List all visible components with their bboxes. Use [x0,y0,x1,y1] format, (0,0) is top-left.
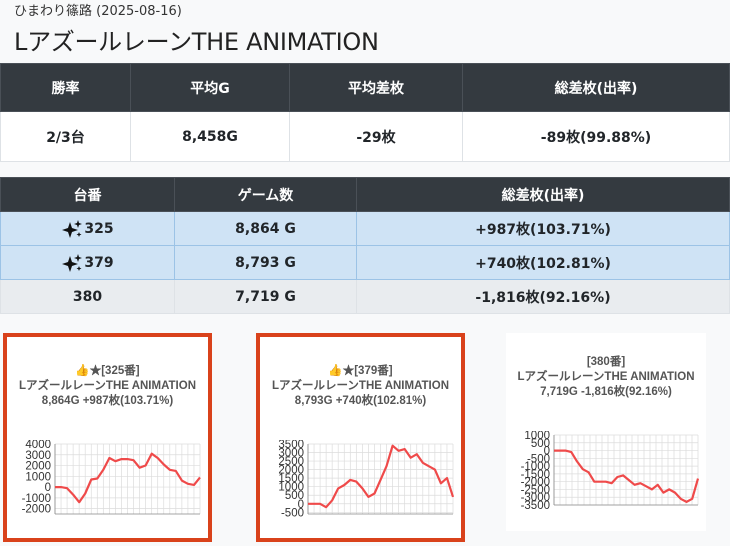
machines-header-games: ゲーム数 [174,177,357,212]
machine-games: 7,719 G [174,279,357,314]
y-tick-label: 500 [285,490,304,502]
chart-title-model: LアズールレーンTHE ANIMATION [517,371,695,383]
machine-games: 8,864 G [174,211,357,246]
summary-header-total-diff: 総差枚(出率) [462,63,730,112]
series-line [308,444,455,509]
y-tick-label: -2000 [521,477,550,489]
y-tick-label: 4000 [25,440,51,451]
y-tick-label: 500 [531,438,550,450]
table-row[interactable]: 380 7,719 G -1,816枚(92.16%) [0,279,730,314]
y-tick-label: 0 [298,499,304,511]
y-tick-label: 3500 [278,440,304,451]
machine-number: 380 [72,288,103,305]
y-tick-label: -3500 [521,500,550,511]
chart-title-stats: 8,864G +987枚(103.71%) [41,395,174,407]
chart-title-stats: 8,793G +740枚(102.81%) [294,395,427,407]
y-tick-label: 2000 [25,461,51,473]
y-tick-label: -2000 [22,504,51,516]
y-tick-label: 2500 [278,456,304,468]
summary-header-avg-games: 平均G [130,63,290,112]
machines-header-number: 台番 [0,177,175,212]
chart-title-stats: 7,719G -1,816枚(92.16%) [540,386,672,398]
chart-title-machine: 👍★[379番] [328,365,393,377]
summary-avg-diff: -29枚 [289,111,463,162]
y-tick-label: 3000 [278,448,304,460]
machine-number-cell[interactable]: 325 [0,211,175,246]
summary-avg-games: 8,458G [130,111,290,162]
y-tick-label: 1000 [25,471,51,483]
machine-number-cell[interactable]: 380 [0,279,175,314]
y-tick-label: 0 [544,446,550,458]
y-tick-label: -500 [527,453,550,465]
y-tick-label: 0 [45,482,51,494]
machine-diff: +987枚(103.71%) [356,211,730,246]
summary-header-avg-diff: 平均差枚 [289,63,463,112]
machine-diff: +740枚(102.81%) [356,245,730,280]
y-tick-label: 1000 [278,482,304,494]
summary-table: 勝率 平均G 平均差枚 総差枚(出率) 2/3台 8,458G -29枚 -89… [0,63,730,162]
y-tick-label: 2000 [278,465,304,477]
chart-header: [380番] LアズールレーンTHE ANIMATION 7,719G -1,8… [506,355,706,400]
summary-total-diff: -89枚(99.88%) [462,111,730,162]
summary-header-winrate: 勝率 [0,63,131,112]
machines-table: 台番 ゲーム数 総差枚(出率) 325 8,864 G +987枚(103.71… [0,177,730,314]
table-row[interactable]: 325 8,864 G +987枚(103.71%) [0,211,730,246]
chart-title-machine: 👍★[325番] [75,365,140,377]
y-tick-label: 3000 [25,450,51,462]
series-line [55,452,201,504]
table-row[interactable]: 379 8,793 G +740枚(102.81%) [0,245,730,280]
y-tick-label: 1000 [524,431,550,442]
sparkle-icon [61,219,83,239]
y-tick-label: -1000 [521,461,550,473]
machine-number: 379 [84,254,114,271]
chart-header: 👍★[325番] LアズールレーンTHE ANIMATION 8,864G +9… [7,364,208,409]
y-tick-label: -3000 [521,492,550,504]
page-subtitle: ひまわり篠路 (2025-08-16) [14,4,182,19]
chart-title-model: LアズールレーンTHE ANIMATION [18,380,197,392]
y-tick-label: -500 [281,507,304,519]
chart-card-380[interactable]: [380番] LアズールレーンTHE ANIMATION 7,719G -1,8… [506,333,706,531]
y-tick-label: -1500 [521,469,550,481]
series-line [554,449,700,504]
chart-title-model: LアズールレーンTHE ANIMATION [271,380,450,392]
sparkle-icon [61,253,83,273]
machines-header-diff: 総差枚(出率) [356,177,730,212]
chart-header: 👍★[379番] LアズールレーンTHE ANIMATION 8,793G +7… [260,364,461,409]
y-tick-label: -2500 [521,484,550,496]
machine-number-cell[interactable]: 379 [0,245,175,280]
summary-winrate: 2/3台 [0,111,131,162]
y-tick-label: -1000 [22,493,51,505]
y-tick-label: 1500 [278,473,304,485]
machine-diff: -1,816枚(92.16%) [356,279,730,314]
chart-card-379[interactable]: 👍★[379番] LアズールレーンTHE ANIMATION 8,793G +7… [256,333,465,542]
line-chart: 10005000-500-1000-1500-2000-2500-3000-35… [521,431,700,511]
page-title: LアズールレーンTHE ANIMATION [14,28,379,56]
machine-games: 8,793 G [174,245,357,280]
chart-title-machine: [380番] [586,356,626,368]
chart-card-325[interactable]: 👍★[325番] LアズールレーンTHE ANIMATION 8,864G +9… [3,333,212,542]
machine-number: 325 [84,220,114,237]
